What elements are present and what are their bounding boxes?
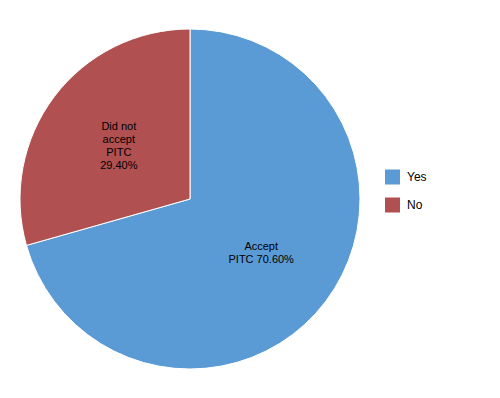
legend-item: No — [385, 198, 423, 213]
data-label-line: Did not — [101, 120, 136, 132]
data-label-line: PITC 70.60% — [228, 253, 294, 265]
data-label: AcceptPITC 70.60% — [228, 240, 294, 265]
data-label: Did notacceptPITC29.40% — [100, 120, 138, 171]
legend-swatch — [385, 198, 400, 213]
data-label-line: Accept — [244, 240, 278, 252]
legend-label: No — [407, 198, 423, 212]
legend: Yes No — [385, 170, 427, 213]
data-label-line: PITC — [106, 146, 131, 158]
legend-label: Yes — [407, 170, 427, 184]
legend-swatch — [385, 170, 400, 185]
pie-slice — [20, 29, 190, 245]
legend-item: Yes — [385, 170, 427, 185]
pie: AcceptPITC 70.60% Did notacceptPITC29.40% — [20, 29, 360, 369]
data-label-line: accept — [103, 133, 135, 145]
data-label-line: 29.40% — [100, 159, 138, 171]
chart: AcceptPITC 70.60% Did notacceptPITC29.40%… — [0, 0, 500, 398]
